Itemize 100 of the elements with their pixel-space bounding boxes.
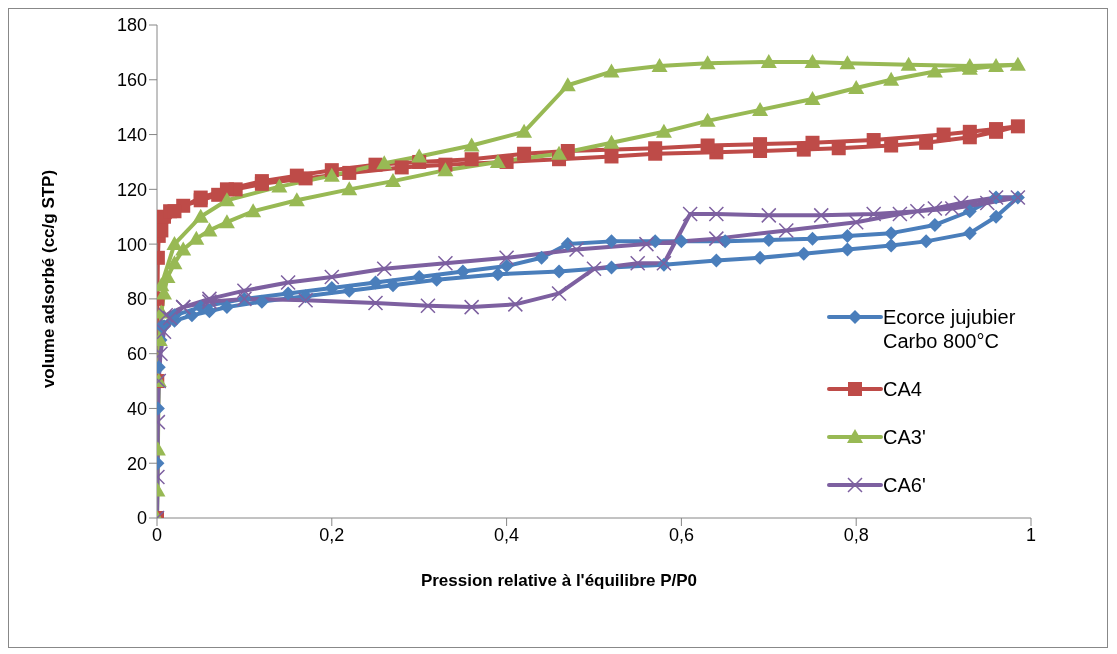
point: [324, 280, 339, 295]
point: [411, 148, 428, 163]
point: [604, 234, 619, 249]
point: [831, 141, 846, 156]
point: [603, 134, 620, 149]
point: [700, 138, 715, 153]
point: [498, 250, 515, 266]
x-tick-label: 0,8: [843, 524, 869, 545]
y-tick-label: 20: [126, 453, 147, 474]
point: [604, 260, 619, 275]
y-tick-label: 100: [116, 234, 147, 255]
point: [655, 123, 672, 138]
point: [638, 236, 655, 252]
y-tick-label: 180: [116, 15, 147, 36]
point: [778, 222, 795, 239]
point: [962, 226, 977, 241]
point: [1009, 56, 1026, 71]
legend-label: CA3': [883, 425, 927, 449]
point: [699, 112, 716, 127]
point: [166, 255, 183, 270]
point: [420, 297, 436, 314]
point: [603, 63, 620, 78]
point: [271, 178, 288, 193]
point: [289, 168, 304, 183]
point: [499, 259, 514, 274]
point: [254, 294, 269, 309]
point: [796, 246, 811, 261]
point: [586, 261, 602, 277]
legend-label: Ecorce jujubier Carbo 800°C: [883, 305, 1017, 353]
point: [709, 253, 724, 268]
point: [900, 56, 917, 71]
point: [162, 310, 178, 326]
point: [848, 214, 864, 230]
point: [560, 237, 575, 252]
point: [192, 208, 209, 223]
point: [280, 274, 296, 291]
x-tick-label: 0: [151, 524, 163, 545]
point: [323, 167, 340, 182]
y-tick-label: 0: [136, 508, 147, 529]
point: [805, 231, 820, 246]
point: [804, 53, 821, 68]
y-tick-label: 80: [126, 289, 147, 310]
point: [245, 203, 262, 218]
point: [463, 137, 480, 152]
point: [761, 207, 777, 224]
point: [884, 226, 899, 241]
point: [892, 206, 908, 222]
point: [883, 71, 900, 86]
point: [384, 173, 401, 188]
x-tick-label: 0,2: [319, 524, 345, 545]
point: [385, 278, 400, 293]
point: [988, 58, 1005, 73]
point: [708, 230, 725, 247]
point: [927, 217, 942, 232]
point: [341, 181, 358, 196]
point: [753, 250, 768, 265]
point: [412, 269, 427, 284]
point: [699, 55, 716, 70]
point: [218, 192, 235, 207]
point: [839, 55, 856, 70]
point: [324, 269, 340, 285]
point: [236, 282, 253, 299]
point: [936, 127, 951, 142]
point: [368, 275, 383, 290]
point: [674, 234, 689, 249]
point: [516, 123, 533, 138]
point: [909, 203, 926, 219]
point: [813, 207, 829, 224]
point: [219, 300, 234, 315]
point: [760, 53, 777, 68]
point: [629, 255, 646, 272]
legend-label: CA4: [883, 377, 923, 401]
legend-label: CA6': [883, 473, 927, 497]
point: [489, 153, 506, 168]
point: [464, 152, 479, 167]
point: [551, 285, 567, 302]
point: [552, 264, 567, 279]
point: [804, 90, 821, 105]
point: [1010, 119, 1025, 134]
point: [437, 255, 454, 272]
point: [297, 292, 314, 309]
point: [218, 214, 235, 229]
point: [559, 77, 576, 92]
point: [166, 236, 183, 251]
point: [840, 228, 855, 243]
point: [534, 250, 549, 265]
point: [927, 200, 943, 217]
point: [979, 195, 996, 211]
point: [848, 79, 865, 94]
point: [367, 295, 384, 311]
point: [604, 149, 619, 164]
point: [805, 135, 820, 150]
point: [201, 222, 218, 237]
point: [490, 267, 505, 282]
point: [429, 272, 444, 287]
point: [919, 234, 934, 249]
point: [884, 138, 899, 153]
point: [437, 162, 454, 177]
point: [568, 241, 585, 258]
point: [288, 192, 305, 207]
